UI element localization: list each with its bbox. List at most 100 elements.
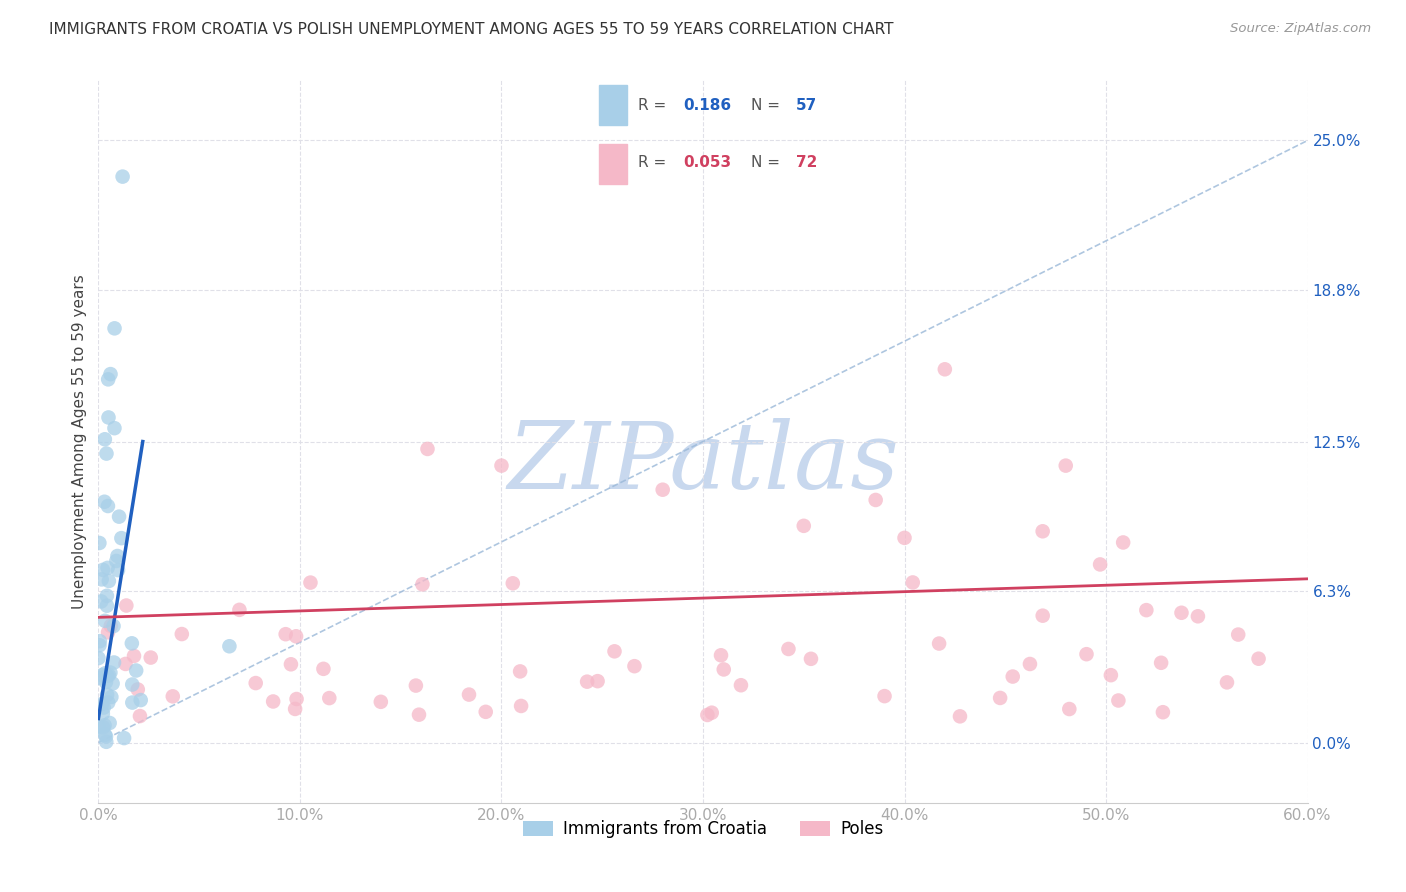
Point (96, 599, 118, 613)
Point (100, 367, 122, 381)
Point (97, 372, 120, 386)
Legend: Immigrants from Croatia, Poles: Immigrants from Croatia, Poles (516, 814, 890, 845)
Point (96, 589, 118, 603)
Point (101, 676, 124, 690)
Point (1076, 647, 1098, 661)
Point (1135, 603, 1157, 617)
Point (1099, 668, 1122, 682)
Point (96, 735, 118, 749)
Point (1247, 651, 1270, 665)
Point (405, 679, 427, 693)
Point (93, 718, 115, 732)
Point (370, 695, 392, 709)
Point (576, 674, 599, 689)
Point (474, 705, 496, 719)
Point (416, 442, 439, 456)
Point (865, 492, 887, 507)
Point (586, 674, 609, 689)
Point (1032, 524, 1054, 539)
Point (91, 706, 114, 721)
Point (280, 657, 302, 672)
Point (115, 599, 138, 613)
Point (100, 690, 122, 704)
Point (100, 665, 122, 680)
Text: 0.053: 0.053 (683, 155, 731, 170)
Point (1227, 627, 1250, 641)
Point (103, 619, 125, 633)
Point (91, 697, 114, 711)
Point (1059, 702, 1081, 716)
Point (97, 668, 120, 682)
Point (96, 668, 118, 682)
Point (129, 709, 152, 723)
Text: 57: 57 (796, 97, 817, 112)
Point (1019, 657, 1042, 671)
Point (97, 625, 120, 640)
Point (1032, 608, 1054, 623)
Point (107, 563, 129, 577)
Point (162, 690, 184, 704)
Point (274, 627, 297, 641)
Point (651, 483, 673, 497)
Point (90, 594, 112, 608)
Point (94, 432, 117, 446)
Point (93, 700, 115, 714)
Point (299, 575, 322, 590)
Point (730, 678, 752, 692)
Point (110, 531, 132, 545)
Point (778, 642, 800, 657)
Point (94, 728, 117, 742)
Point (458, 688, 481, 702)
Point (228, 603, 250, 617)
Point (100, 619, 122, 633)
Point (87, 651, 110, 665)
Point (502, 576, 524, 591)
Point (94, 675, 117, 690)
Text: 72: 72 (796, 155, 817, 170)
Point (934, 362, 956, 376)
Text: IMMIGRANTS FROM CROATIA VS POLISH UNEMPLOYMENT AMONG AGES 55 TO 59 YEARS CORRELA: IMMIGRANTS FROM CROATIA VS POLISH UNEMPL… (49, 22, 894, 37)
Point (111, 169, 134, 184)
Point (218, 639, 240, 653)
Point (1054, 458, 1077, 473)
Point (94, 614, 117, 628)
Point (284, 702, 307, 716)
Point (93, 494, 115, 508)
Point (928, 636, 950, 650)
Point (97, 410, 120, 425)
Point (1150, 656, 1173, 670)
Point (121, 696, 143, 710)
Point (121, 636, 143, 650)
Point (97, 696, 120, 710)
Point (90, 668, 112, 682)
Point (107, 549, 129, 563)
Point (285, 692, 308, 706)
Point (411, 577, 433, 591)
Point (96, 688, 118, 702)
Point (89, 671, 111, 685)
Point (710, 648, 733, 663)
Point (1112, 535, 1135, 549)
Point (696, 708, 718, 723)
Point (89, 634, 111, 648)
Point (901, 575, 924, 590)
Point (623, 659, 645, 673)
Point (245, 676, 267, 690)
Point (793, 519, 815, 533)
Point (103, 656, 125, 670)
Point (510, 698, 533, 713)
Point (129, 693, 152, 707)
Point (89, 536, 111, 550)
Point (408, 707, 430, 722)
Point (125, 664, 148, 678)
Point (91, 720, 114, 734)
Text: N =: N = (751, 97, 785, 112)
Point (105, 554, 128, 568)
Point (91, 563, 114, 577)
Text: N =: N = (751, 155, 785, 170)
Point (97, 499, 120, 513)
Point (87, 720, 110, 734)
Point (800, 652, 823, 666)
Point (1107, 693, 1129, 707)
Text: ZIPatlas: ZIPatlas (508, 418, 898, 508)
